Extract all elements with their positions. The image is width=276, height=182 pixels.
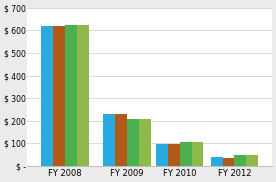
Bar	[222, 158, 234, 166]
Bar	[41, 26, 53, 166]
Bar	[156, 144, 168, 166]
Bar	[115, 114, 127, 166]
Bar	[168, 144, 180, 166]
Bar	[246, 155, 258, 166]
Bar	[53, 26, 65, 166]
Bar	[77, 25, 89, 166]
Bar	[103, 114, 115, 166]
Bar	[234, 155, 246, 166]
Bar	[139, 118, 150, 166]
Bar	[65, 25, 77, 166]
Bar	[127, 118, 139, 166]
Bar	[192, 142, 203, 166]
Bar	[180, 142, 192, 166]
Bar	[211, 157, 222, 166]
